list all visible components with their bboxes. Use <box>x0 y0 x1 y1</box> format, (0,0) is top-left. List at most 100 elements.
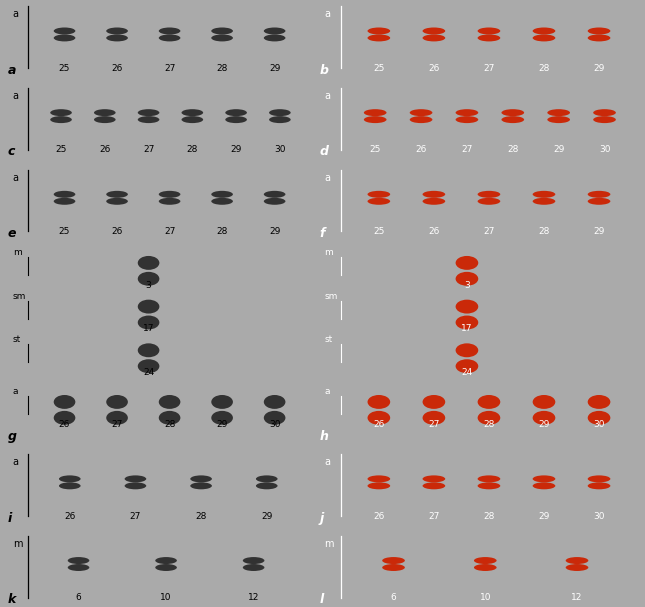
Ellipse shape <box>212 395 233 409</box>
Text: 29: 29 <box>539 420 550 429</box>
Ellipse shape <box>382 557 405 564</box>
Ellipse shape <box>54 411 75 425</box>
Ellipse shape <box>477 411 501 425</box>
Ellipse shape <box>94 109 115 116</box>
Text: 27: 27 <box>461 146 473 154</box>
Ellipse shape <box>264 395 286 409</box>
Ellipse shape <box>190 483 212 489</box>
Ellipse shape <box>368 411 390 425</box>
Text: 25: 25 <box>370 146 381 154</box>
Text: 27: 27 <box>112 420 123 429</box>
Ellipse shape <box>548 109 570 116</box>
Ellipse shape <box>588 191 610 198</box>
Text: b: b <box>319 64 328 77</box>
Ellipse shape <box>212 198 233 205</box>
Text: 30: 30 <box>593 420 605 429</box>
Ellipse shape <box>138 256 159 270</box>
Text: 26: 26 <box>373 420 384 429</box>
Ellipse shape <box>256 483 277 489</box>
Ellipse shape <box>94 116 115 123</box>
Text: 10: 10 <box>479 594 491 602</box>
Ellipse shape <box>181 109 203 116</box>
Ellipse shape <box>124 483 146 489</box>
Ellipse shape <box>533 198 555 205</box>
Ellipse shape <box>155 564 177 571</box>
Ellipse shape <box>138 344 159 358</box>
Ellipse shape <box>155 557 177 564</box>
Ellipse shape <box>159 35 181 41</box>
Ellipse shape <box>533 191 555 198</box>
Ellipse shape <box>106 198 128 205</box>
Text: 27: 27 <box>428 512 440 521</box>
Text: a: a <box>324 387 330 396</box>
Text: 3: 3 <box>464 281 470 290</box>
Text: st: st <box>324 335 333 344</box>
Text: a: a <box>13 172 19 183</box>
Ellipse shape <box>533 35 555 41</box>
Ellipse shape <box>54 191 75 198</box>
Ellipse shape <box>159 411 181 425</box>
Text: 25: 25 <box>373 227 384 236</box>
Ellipse shape <box>422 191 445 198</box>
Ellipse shape <box>225 116 247 123</box>
Text: 27: 27 <box>130 512 141 521</box>
Text: 29: 29 <box>593 227 605 236</box>
Text: 6: 6 <box>75 594 81 602</box>
Text: 29: 29 <box>553 146 564 154</box>
Ellipse shape <box>477 35 501 41</box>
Text: 29: 29 <box>593 64 605 73</box>
Text: 28: 28 <box>164 420 175 429</box>
Ellipse shape <box>422 198 445 205</box>
Ellipse shape <box>124 475 146 483</box>
Ellipse shape <box>422 27 445 35</box>
Ellipse shape <box>533 475 555 483</box>
Ellipse shape <box>106 411 128 425</box>
Ellipse shape <box>212 411 233 425</box>
Ellipse shape <box>264 35 286 41</box>
Ellipse shape <box>368 191 390 198</box>
Ellipse shape <box>382 564 405 571</box>
Ellipse shape <box>138 109 159 116</box>
Ellipse shape <box>159 27 181 35</box>
Text: 25: 25 <box>373 64 384 73</box>
Ellipse shape <box>593 116 616 123</box>
Text: 27: 27 <box>164 227 175 236</box>
Ellipse shape <box>455 116 478 123</box>
Ellipse shape <box>501 109 524 116</box>
Ellipse shape <box>54 395 75 409</box>
Ellipse shape <box>566 564 588 571</box>
Ellipse shape <box>588 395 610 409</box>
Ellipse shape <box>212 191 233 198</box>
Text: a: a <box>324 172 330 183</box>
Text: 28: 28 <box>217 64 228 73</box>
Text: st: st <box>13 335 21 344</box>
Ellipse shape <box>368 35 390 41</box>
Text: d: d <box>319 146 328 158</box>
Text: a: a <box>13 457 19 467</box>
Text: 30: 30 <box>274 146 286 154</box>
Text: 29: 29 <box>230 146 242 154</box>
Text: 29: 29 <box>539 512 550 521</box>
Ellipse shape <box>533 411 555 425</box>
Text: a: a <box>8 64 16 77</box>
Text: 27: 27 <box>483 64 495 73</box>
Text: h: h <box>319 430 328 443</box>
Ellipse shape <box>138 272 159 286</box>
Ellipse shape <box>477 475 501 483</box>
Ellipse shape <box>474 557 497 564</box>
Text: 17: 17 <box>461 325 473 333</box>
Text: 24: 24 <box>143 368 154 377</box>
Ellipse shape <box>50 116 72 123</box>
Ellipse shape <box>455 316 478 330</box>
Ellipse shape <box>410 109 432 116</box>
Text: l: l <box>319 594 324 606</box>
Text: 3: 3 <box>146 281 152 290</box>
Ellipse shape <box>264 411 286 425</box>
Text: 29: 29 <box>269 64 281 73</box>
Ellipse shape <box>588 35 610 41</box>
Ellipse shape <box>368 483 390 489</box>
Text: 10: 10 <box>161 594 172 602</box>
Text: 30: 30 <box>599 146 610 154</box>
Ellipse shape <box>225 109 247 116</box>
Text: 28: 28 <box>539 64 550 73</box>
